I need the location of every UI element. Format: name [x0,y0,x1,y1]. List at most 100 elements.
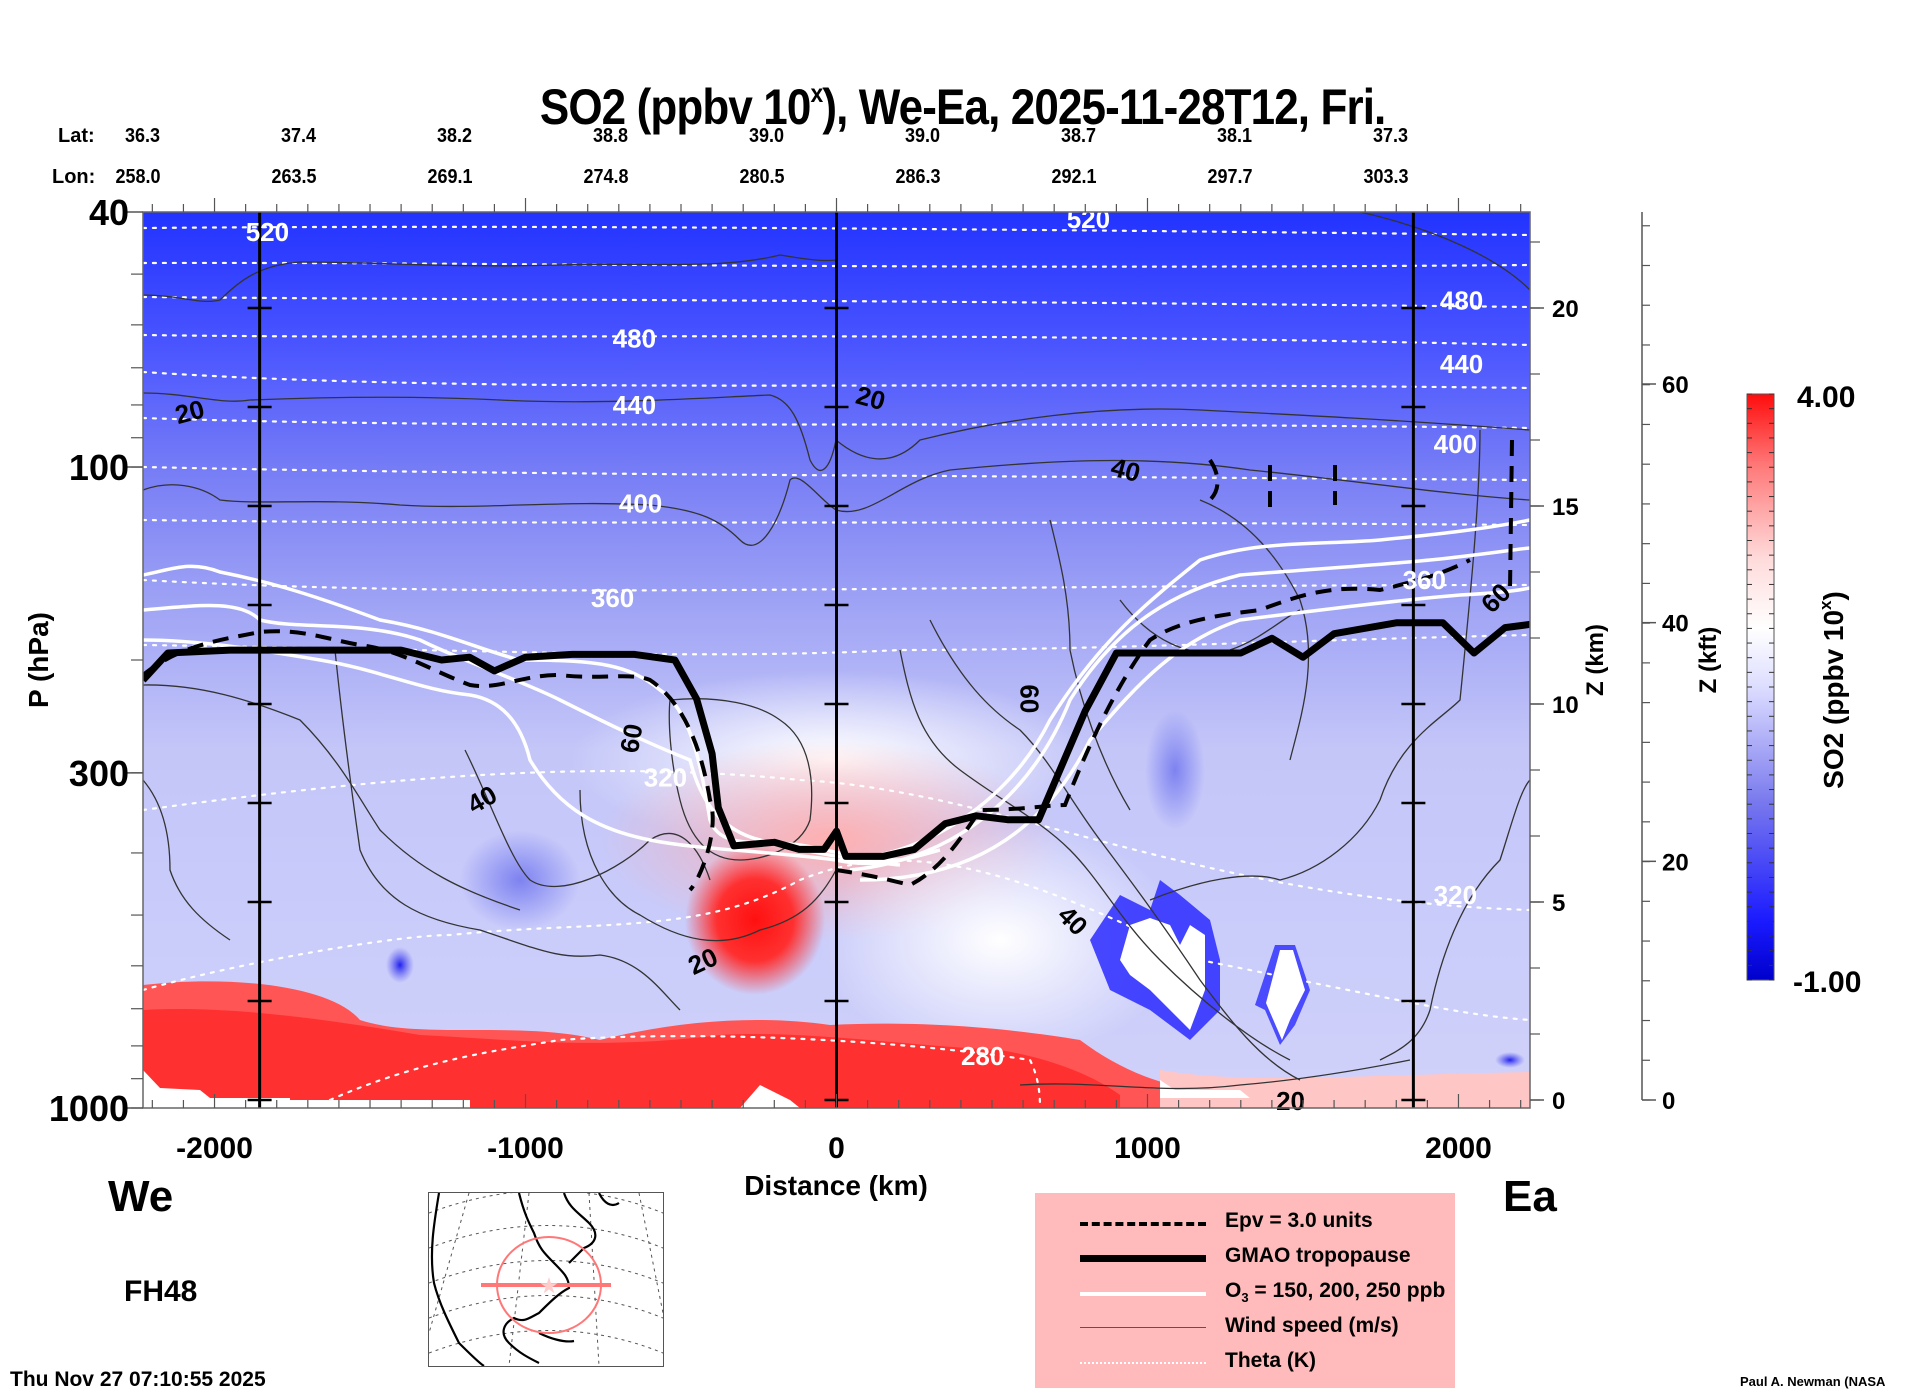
z-km-tick-label: 15 [1552,494,1579,521]
z-kft-axis: 0 20 40 60 [1641,212,1689,1115]
wind-contour [1049,519,1131,811]
title-text: SO2 (ppbv 10 [539,79,812,135]
x-tick-label: 0 [828,1132,845,1165]
lat-value: 39.0 [748,125,784,147]
colorbar-min-label: -1.00 [1793,966,1861,999]
legend-item-ozone: O3 = 150, 200, 250 ppb [1035,1277,1455,1311]
wind-contour [579,789,837,942]
theta-contour [143,416,1530,430]
theta-contour [143,333,1530,347]
so2-blue-patch [1145,710,1205,830]
legend-item-theta: Theta (K) [1035,1347,1455,1381]
lon-value: 258.0 [115,166,161,188]
credit-label: Paul A. Newman (NASA [1740,1374,1886,1389]
wind-speed-label: 60 [614,721,649,755]
theta-label: 480 [1440,286,1483,316]
theta-contour [143,295,1530,309]
so2-blue-patch [386,947,414,983]
wind-contour [929,619,1301,1081]
east-label: Ea [1503,1172,1557,1221]
x-tick-label: 1000 [1114,1132,1181,1165]
z-km-axis: 0 5 10 15 20 [1530,241,1579,1115]
title-text-rest: ), We-Ea, 2025-11-28T12, Fri. [822,79,1386,135]
lon-value: 297.7 [1207,166,1253,188]
wind-contour [143,779,231,941]
lon-value: 269.1 [427,166,473,188]
legend-item-epv: Epv = 3.0 units [1035,1207,1455,1241]
map-center-star-icon: ★ [539,1273,559,1298]
epv-contours [143,439,1514,892]
west-label: We [108,1172,174,1221]
timestamp: Thu Nov 27 07:10:55 2025 [10,1368,266,1391]
terrain-gap [1160,1080,1250,1098]
terrain-gap [143,1070,290,1108]
theta-label: 520 [246,217,289,247]
y-tick-label: 100 [69,447,129,488]
lat-value: 37.3 [1372,125,1408,147]
colorbar: 4.00 -1.00 SO2 (ppbv 10x) [1746,381,1861,999]
z-kft-axis-label: Z (kft) [1695,627,1722,694]
map-route: ★ [481,1236,611,1334]
wind-contour [143,392,1530,472]
z-km-tick-label: 0 [1552,1088,1565,1115]
so2-surface-pink-east [1160,1070,1530,1108]
theta-contour [143,859,1530,1022]
legend-heavy-line-icon [1080,1255,1206,1262]
wind-contour [1149,429,1481,901]
epv-contour [835,558,1471,888]
epv-contour [1208,458,1220,502]
wind-contour [143,254,837,303]
legend-thin-line-icon [1080,1327,1206,1328]
x-tick-label: 2000 [1425,1132,1492,1165]
legend-label: GMAO tropopause [1225,1244,1411,1267]
y-axis-label: P (hPa) [23,612,54,708]
wind-contour [1359,212,1530,291]
ozone-contour [143,638,941,866]
theta-labels: 520 520 480 480 440 440 400 400 360 360 320 320 280 [246,204,1484,1071]
terrain-gap [290,1100,470,1108]
so2-white-hole [1266,950,1305,1040]
colorbar-label-rest: ) [1818,591,1849,600]
legend-label: Wind speed (m/s) [1225,1314,1399,1337]
theta-label: 480 [613,323,656,353]
wind-contour [143,459,1530,546]
lat-row-label: Lat: [58,125,95,147]
wind-speed-label: 20 [1276,1086,1305,1116]
map-graticule [429,1193,663,1366]
y-tick-label: 40 [89,192,129,233]
legend-label: Epv = 3.0 units [1225,1209,1373,1232]
epv-contour [143,629,715,892]
y-tick-label: 1000 [49,1088,129,1129]
theta-label: 320 [1434,880,1477,910]
lon-row-label: Lon: [52,166,96,188]
theta-label: 400 [619,489,662,519]
theta-label: 360 [1403,565,1446,595]
lat-value: 38.7 [1060,125,1096,147]
x-tick-label: -2000 [176,1132,253,1165]
theta-contour [328,1034,1042,1108]
y-tick-label: 300 [69,753,129,794]
lon-value: 280.5 [739,166,785,188]
map-coastlines [430,1193,620,1366]
terrain-gap [740,1085,800,1108]
vertical-markers [247,212,1426,1108]
colorbar-max-label: 4.00 [1797,381,1855,414]
forecast-hour-label: FH48 [124,1275,198,1308]
legend-item-wind: Wind speed (m/s) [1035,1312,1455,1346]
lat-value: 38.2 [436,125,472,147]
wind-speed-contours [143,212,1530,1090]
legend-dashed-line-icon [1080,1222,1206,1226]
location-map: ★ [428,1192,664,1367]
legend-white-line-icon [1080,1292,1206,1296]
so2-red-blob [685,845,825,995]
so2-white-region [820,820,1180,1060]
theta-label: 440 [613,390,656,420]
lat-value: 38.8 [592,125,628,147]
map-svg: ★ [429,1193,663,1366]
legend-label-o: O [1225,1279,1242,1302]
theta-label: 400 [1434,429,1477,459]
colorbar-label-text: SO2 (ppbv 10 [1818,610,1849,789]
z-kft-tick-label: 20 [1662,849,1689,876]
lat-value: 36.3 [124,125,160,147]
